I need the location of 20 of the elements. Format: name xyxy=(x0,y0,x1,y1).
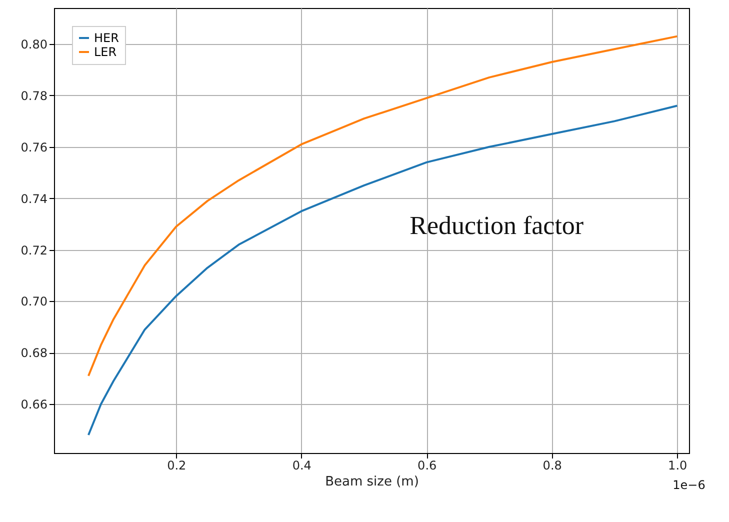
y-tick-label: 0.80 xyxy=(20,38,48,52)
x-tick-label: 0.2 xyxy=(167,458,186,472)
x-tick-label: 0.4 xyxy=(292,458,312,472)
y-tick-label: 0.76 xyxy=(20,140,48,154)
x-tick-label: 1.0 xyxy=(668,458,688,472)
y-tick-label: 0.66 xyxy=(20,398,48,412)
y-tick-label: 0.78 xyxy=(20,88,48,103)
x-tick-label: 0.8 xyxy=(542,458,562,472)
y-tick-label: 0.74 xyxy=(20,192,48,206)
y-tick-label: 0.70 xyxy=(20,294,48,309)
text: 1e−6 xyxy=(672,478,706,492)
y-tick-label: 0.72 xyxy=(20,243,48,258)
line-series xyxy=(87,104,678,436)
x-axis-title: Beam size (m) xyxy=(325,474,419,490)
annotation: Reduction factor xyxy=(410,211,584,240)
x-tick-label: 0.6 xyxy=(418,458,437,472)
legend-label: HER xyxy=(94,31,119,45)
legend-label: LER xyxy=(94,45,117,59)
y-tick-label: 0.68 xyxy=(20,346,48,360)
line-series xyxy=(87,35,678,377)
